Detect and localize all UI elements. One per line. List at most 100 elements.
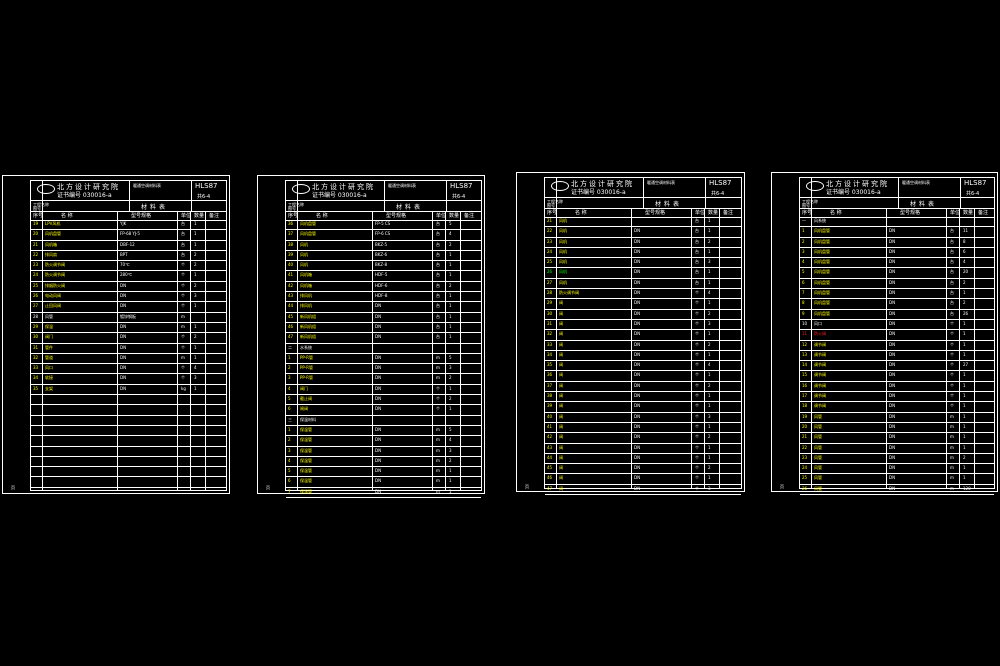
row-qty: 2 xyxy=(449,375,452,381)
row-spec: DN xyxy=(634,228,641,234)
row-name: 水系统 xyxy=(300,344,312,350)
table-row xyxy=(31,426,226,437)
row-name: 风机盘管 xyxy=(814,238,830,244)
table-row xyxy=(31,477,226,488)
row-number: 15 xyxy=(802,372,808,378)
col-unit: 单位 xyxy=(181,213,192,219)
row-name: 风管 xyxy=(814,454,822,460)
row-unit: 个 xyxy=(436,396,440,402)
table-row: 37 风机盘管 FP-6 CS 台 4 xyxy=(286,230,481,241)
institute-logo-icon xyxy=(806,181,824,191)
table-row: 15 调节阀 DN 个 1 xyxy=(800,371,994,382)
row-spec: DN xyxy=(120,385,127,391)
row-name: 风管 xyxy=(814,485,822,491)
row-qty: 1 xyxy=(449,293,452,299)
row-unit: 个 xyxy=(181,272,185,278)
row-unit: 台 xyxy=(181,241,185,247)
row-spec: DN xyxy=(375,365,382,371)
row-spec: DN xyxy=(889,290,896,296)
row-spec: DN xyxy=(375,354,382,360)
table-row: 19 风管 DN m 1 xyxy=(800,413,994,423)
row-number: 32 xyxy=(547,331,553,337)
row-name: 阀 xyxy=(559,382,563,388)
row-name: 保温管 xyxy=(300,447,312,453)
row-qty: 1 xyxy=(449,406,452,412)
row-name: 风机 xyxy=(300,251,308,257)
row-name: 风机盘管 xyxy=(814,279,830,285)
row-unit: 个 xyxy=(181,344,185,350)
row-qty: 1 xyxy=(963,465,966,471)
row-unit: 个 xyxy=(181,282,185,288)
table-row: 30 阀 DN 个 2 xyxy=(545,310,741,320)
row-spec: DN xyxy=(889,259,896,265)
row-number: 28 xyxy=(33,313,39,319)
project-name: 暖通空调材料表 xyxy=(647,180,675,185)
row-name: 风机盘管 xyxy=(300,231,316,237)
row-number: 4 xyxy=(802,259,805,265)
table-row: 8 风机盘管 DN 台 2 xyxy=(800,299,994,310)
row-unit: m xyxy=(181,354,185,360)
label-project: 工程名称 xyxy=(547,199,563,204)
row-unit: 个 xyxy=(695,362,699,368)
row-unit: 台 xyxy=(436,272,440,278)
table-row: 41 风机箱 HDF-5 台 1 xyxy=(286,271,481,282)
row-qty: 1 xyxy=(963,320,966,326)
row-spec: DN xyxy=(375,313,382,319)
row-name: 风机盘管 xyxy=(814,228,830,234)
row-qty: 1 xyxy=(708,403,711,409)
row-name: PP-R管 xyxy=(300,354,313,360)
row-spec: DN xyxy=(634,413,641,419)
row-spec: DN xyxy=(634,393,641,399)
row-qty: 3 xyxy=(708,320,711,326)
row-unit: 台 xyxy=(950,310,954,316)
row-name: 风管 xyxy=(814,465,822,471)
row-number: 46 xyxy=(288,323,294,329)
row-spec: 镀锌钢板 xyxy=(120,313,136,319)
row-qty: 2 xyxy=(963,454,966,460)
row-name: 阀 xyxy=(559,413,563,419)
row-spec: DN xyxy=(120,344,127,350)
row-number: 28 xyxy=(547,290,553,296)
table-row: 22 排风扇 BPT 台 2 xyxy=(31,251,226,262)
row-spec: DN xyxy=(889,279,896,285)
row-spec: DN xyxy=(634,248,641,254)
row-number: 9 xyxy=(802,310,805,316)
row-unit: 个 xyxy=(695,300,699,306)
table-row: 3 PP-R管 DN m 2 xyxy=(286,374,481,385)
row-name: 调节阀 xyxy=(814,403,826,409)
row-number: 23 xyxy=(33,262,39,268)
drawing-code: HLS87 xyxy=(450,182,473,190)
row-spec: BKZ-8 xyxy=(375,262,388,268)
row-number: 33 xyxy=(33,365,39,371)
row-name: LPV风机 xyxy=(45,221,61,226)
row-unit: 个 xyxy=(695,351,699,357)
row-number: 27 xyxy=(547,279,553,285)
row-number: 41 xyxy=(547,423,553,429)
row-spec: DN xyxy=(375,426,382,432)
row-number: 27 xyxy=(33,303,39,309)
row-qty: 5 xyxy=(449,221,452,226)
row-unit: 个 xyxy=(181,262,185,268)
table-row: 27 止回风阀 DN 个 1 xyxy=(31,302,226,313)
row-name: 风机 xyxy=(559,269,567,275)
row-spec: DN xyxy=(375,323,382,329)
row-spec: DN xyxy=(889,423,896,429)
table-row: 3 风机盘管 DN 台 6 xyxy=(800,248,994,259)
table-row: 一 风系统 xyxy=(800,217,994,228)
row-number: 22 xyxy=(547,228,553,234)
table-row: 1 风机盘管 DN 台 11 xyxy=(800,227,994,238)
row-name: 阀 xyxy=(559,434,563,440)
table-row: 46 新风机组 DN 台 1 xyxy=(286,323,481,334)
row-number: 31 xyxy=(547,320,553,326)
table-header: 序号 名 称 型号规格 单位 数量 备注 xyxy=(545,208,741,218)
row-qty: 1 xyxy=(963,290,966,296)
row-spec: DN xyxy=(889,362,896,368)
row-name: 保温管 xyxy=(300,478,312,484)
row-name: 保温 xyxy=(45,323,53,329)
row-qty: 8 xyxy=(963,238,966,244)
project-name: 暖通空调材料表 xyxy=(133,183,161,188)
row-number: 13 xyxy=(802,351,808,357)
row-unit: 个 xyxy=(695,423,699,429)
sheet-footer: 页 xyxy=(266,485,270,490)
row-number: 23 xyxy=(547,238,553,244)
